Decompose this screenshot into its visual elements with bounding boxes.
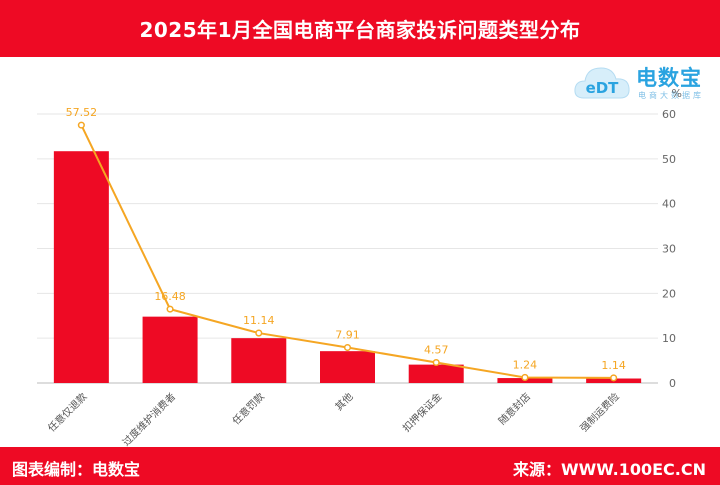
y-tick-label: 50	[662, 153, 676, 166]
data-label: 16.48	[154, 290, 186, 303]
line-point	[432, 358, 440, 367]
x-tick-label: 随意封店	[496, 390, 533, 427]
cloud-logo-icon: eDT	[574, 67, 630, 99]
logo-mark-text: eDT	[586, 79, 620, 97]
y-tick-label: 10	[662, 332, 676, 345]
line-layer	[77, 121, 618, 382]
line-point	[77, 121, 85, 129]
label-layer: 任意仅退款 过度维护消费者 任意罚款 其他 扣押保证金 随意封店 强制运费险 57.52 16.…	[45, 106, 626, 447]
data-label: 4.57	[424, 344, 449, 357]
bar-line-chart: 0 10 20 30 40 50 60% 任意仅退款 过度维护消费者 任意罚款 其他 扣押保证金 随意…	[37, 87, 682, 447]
x-tick-label: 任意仅退款	[45, 390, 90, 435]
data-label: 11.14	[243, 314, 275, 327]
bar	[53, 151, 109, 383]
line-point	[610, 374, 618, 382]
line-point	[166, 305, 174, 313]
data-label: 1.14	[601, 359, 626, 372]
data-label: 7.91	[335, 329, 360, 342]
grid-layer: 0 10 20 30 40 50 60%	[37, 87, 682, 390]
x-tick-label: 过度维护消费者	[120, 390, 179, 447]
line-point	[521, 373, 529, 381]
line-point	[343, 343, 352, 352]
chart-title-banner: 2025年1月全国电商平台商家投诉问题类型分布	[0, 0, 720, 57]
logo-subtitle: 电商大数据库	[638, 91, 704, 100]
y-tick-label: 0	[669, 377, 676, 390]
bar	[231, 338, 287, 383]
data-label: 1.24	[513, 358, 538, 371]
bar	[408, 364, 464, 383]
y-tick-label: 20	[662, 287, 676, 300]
x-tick-label: 扣押保证金	[400, 390, 445, 435]
x-tick-label: 强制运费险	[577, 390, 622, 435]
y-tick-label: 60	[662, 108, 676, 121]
logo-name: 电数宝	[636, 66, 702, 90]
chart-title: 2025年1月全国电商平台商家投诉问题类型分布	[139, 18, 581, 42]
y-unit-label: %	[672, 87, 682, 100]
y-tick-label: 30	[662, 243, 676, 256]
data-label: 57.52	[66, 106, 98, 119]
x-tick-label: 其他	[332, 390, 355, 413]
bar	[142, 316, 198, 383]
x-tick-label: 任意罚款	[229, 390, 266, 427]
footer-banner: 图表编制：电数宝 来源：WWW.100EC.CN	[0, 447, 720, 485]
bar	[320, 351, 375, 383]
y-tick-label: 40	[662, 198, 676, 211]
brand-logo: eDT 电数宝 电商大数据库	[572, 60, 712, 104]
footer-compiler: 图表编制：电数宝	[12, 460, 141, 479]
bar-layer	[53, 151, 642, 383]
line-point	[255, 329, 263, 337]
footer-source: 来源：WWW.100EC.CN	[512, 460, 706, 479]
